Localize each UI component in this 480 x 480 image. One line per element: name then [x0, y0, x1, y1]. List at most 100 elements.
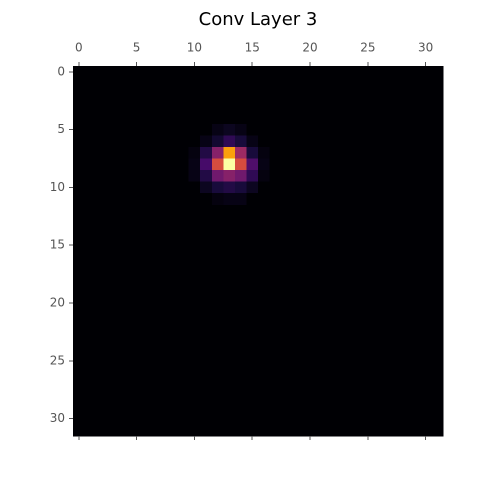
heatmap-cell	[153, 193, 166, 206]
heatmap-cell	[211, 123, 224, 136]
x-tick-label: 30	[418, 41, 433, 55]
heatmap-cell	[177, 320, 190, 333]
heatmap-cell	[130, 227, 143, 240]
heatmap-cell	[362, 170, 375, 183]
heatmap-cell	[431, 424, 444, 437]
heatmap-cell	[327, 424, 340, 437]
heatmap-cell	[211, 331, 224, 344]
heatmap-cell	[327, 320, 340, 333]
heatmap-cell	[408, 297, 421, 310]
heatmap-cell	[338, 123, 351, 136]
heatmap-cell	[327, 308, 340, 321]
heatmap-cell	[327, 123, 340, 136]
heatmap-cell	[338, 216, 351, 229]
heatmap-cell	[292, 343, 305, 356]
heatmap-cell	[373, 355, 386, 368]
heatmap-cell	[396, 378, 409, 391]
heatmap-cell	[350, 89, 363, 102]
heatmap-cell	[84, 262, 97, 275]
heatmap-cell	[211, 158, 224, 171]
heatmap-cell	[165, 274, 178, 287]
heatmap-cell	[234, 89, 247, 102]
heatmap-cell	[234, 320, 247, 333]
heatmap-cell	[119, 170, 132, 183]
heatmap-cell	[304, 412, 317, 425]
heatmap-cell	[315, 193, 328, 206]
heatmap-cell	[304, 262, 317, 275]
heatmap-cell	[165, 77, 178, 90]
heatmap-cell	[281, 146, 294, 159]
heatmap-cell	[304, 204, 317, 217]
heatmap-cell	[281, 331, 294, 344]
heatmap-cell	[73, 320, 86, 333]
heatmap-cell	[177, 262, 190, 275]
heatmap-cell	[327, 193, 340, 206]
heatmap-cell	[373, 308, 386, 321]
heatmap-cell	[362, 274, 375, 287]
heatmap-cell	[84, 308, 97, 321]
heatmap-cell	[165, 216, 178, 229]
heatmap-cell	[177, 251, 190, 264]
heatmap-cell	[177, 285, 190, 298]
heatmap-cell	[385, 135, 398, 148]
heatmap-cell	[223, 123, 236, 136]
heatmap-cell	[153, 378, 166, 391]
heatmap-cell	[327, 170, 340, 183]
heatmap-cell	[119, 412, 132, 425]
heatmap-cell	[73, 366, 86, 379]
heatmap-cell	[211, 308, 224, 321]
heatmap-cell	[130, 355, 143, 368]
heatmap-cell	[292, 412, 305, 425]
heatmap-cell	[107, 193, 120, 206]
heatmap-cell	[211, 424, 224, 437]
heatmap-cell	[211, 181, 224, 194]
heatmap-cell	[431, 66, 444, 79]
heatmap-cell	[338, 331, 351, 344]
heatmap-cell	[362, 193, 375, 206]
heatmap-cell	[304, 308, 317, 321]
heatmap-cell	[142, 401, 155, 414]
heatmap-cell	[165, 181, 178, 194]
heatmap-cell	[304, 343, 317, 356]
heatmap-cell	[142, 170, 155, 183]
heatmap-cell	[385, 274, 398, 287]
heatmap-cell	[200, 77, 213, 90]
heatmap-cell	[431, 331, 444, 344]
heatmap-cell	[396, 389, 409, 402]
heatmap-cell	[153, 355, 166, 368]
heatmap-cell	[408, 204, 421, 217]
heatmap-cell	[165, 123, 178, 136]
heatmap-cell	[84, 331, 97, 344]
heatmap-cell	[177, 112, 190, 125]
heatmap-cell	[350, 123, 363, 136]
heatmap-cell	[408, 285, 421, 298]
x-tick-label: 5	[133, 41, 141, 55]
heatmap-cell	[431, 181, 444, 194]
heatmap-cell	[211, 251, 224, 264]
heatmap-cell	[84, 170, 97, 183]
heatmap-cell	[142, 123, 155, 136]
heatmap-cell	[281, 320, 294, 333]
heatmap-cell	[84, 401, 97, 414]
heatmap-cell	[234, 401, 247, 414]
heatmap-cell	[96, 401, 109, 414]
heatmap-cell	[258, 285, 271, 298]
heatmap-cell	[315, 320, 328, 333]
heatmap-cell	[246, 262, 259, 275]
heatmap-cell	[119, 216, 132, 229]
heatmap-cell	[350, 181, 363, 194]
heatmap-cell	[142, 285, 155, 298]
heatmap-cell	[304, 227, 317, 240]
heatmap-cell	[130, 320, 143, 333]
heatmap-cell	[107, 308, 120, 321]
heatmap-cell	[292, 239, 305, 252]
heatmap-cell	[165, 251, 178, 264]
heatmap-cell	[281, 216, 294, 229]
heatmap-cell	[350, 343, 363, 356]
heatmap-cell	[234, 77, 247, 90]
heatmap-cell	[362, 297, 375, 310]
heatmap-cell	[246, 378, 259, 391]
heatmap-cell	[315, 239, 328, 252]
heatmap-cell	[96, 204, 109, 217]
